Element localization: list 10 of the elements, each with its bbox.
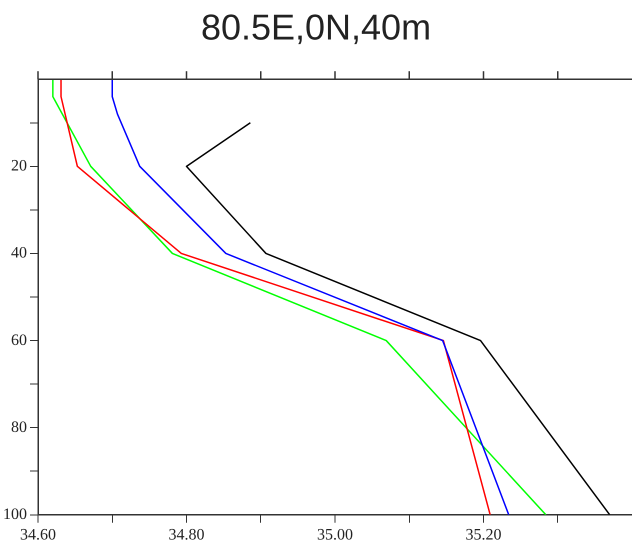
y-tick-label: 20	[11, 158, 27, 175]
x-tick-label: 35.20	[466, 526, 502, 544]
x-tick-label: 34.80	[168, 526, 204, 544]
y-tick-label: 40	[11, 244, 27, 262]
chart-title: 80.5E,0N,40m	[200, 6, 432, 48]
y-tick-label: 100	[3, 506, 27, 524]
y-tick-label: 60	[11, 332, 27, 349]
x-tick-label: 34.60	[20, 526, 56, 544]
y-tick-label: 80	[11, 418, 27, 436]
x-tick-label: 35.00	[317, 526, 353, 544]
